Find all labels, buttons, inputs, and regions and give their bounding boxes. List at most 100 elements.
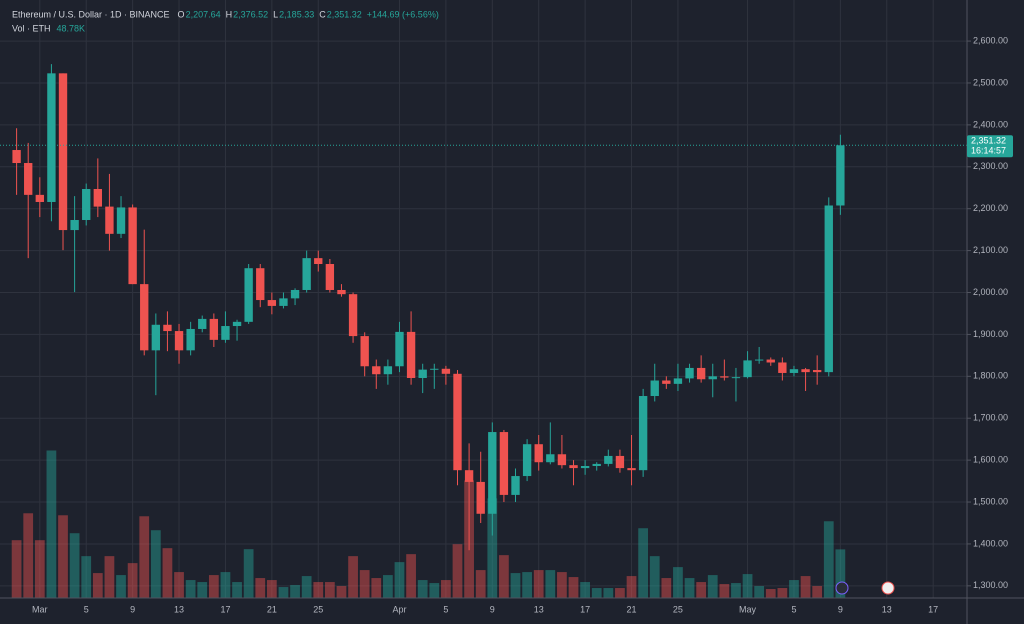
candle-body xyxy=(824,205,833,373)
volume-bar xyxy=(290,585,300,598)
volume-bar xyxy=(835,549,846,598)
volume-bar xyxy=(69,533,80,598)
volume-bar xyxy=(696,582,707,598)
candle-body xyxy=(731,377,741,379)
candle-body xyxy=(789,369,799,373)
volume-bar xyxy=(719,584,730,598)
candle-body xyxy=(627,468,636,471)
candle-body xyxy=(812,370,822,373)
volume-bar xyxy=(533,570,544,598)
volume-bar xyxy=(800,576,811,598)
volume-bar xyxy=(255,578,266,598)
y-tick-label: 2,300.00 xyxy=(973,161,1008,171)
candle-body xyxy=(720,376,729,378)
volume-bar xyxy=(522,572,532,598)
candle-body xyxy=(441,368,451,374)
candle-body xyxy=(488,432,497,514)
candle-body xyxy=(708,376,717,380)
candle-body xyxy=(430,368,439,370)
volume-bar xyxy=(638,528,649,598)
y-tick-label: 1,800.00 xyxy=(973,371,1008,381)
candle-body xyxy=(546,454,555,463)
x-tick-label: 21 xyxy=(267,604,277,614)
candle-body xyxy=(348,294,358,337)
volume-bar xyxy=(499,555,509,598)
volume-bar xyxy=(615,588,625,598)
candle-body xyxy=(534,444,543,463)
volume-bar xyxy=(11,540,22,598)
legend-value: 2,207.64 xyxy=(186,9,221,19)
volume-bar xyxy=(127,563,138,598)
candle-body xyxy=(604,455,613,464)
volume-bar xyxy=(313,582,324,598)
event-icon[interactable] xyxy=(881,581,895,595)
volume-bar xyxy=(812,586,823,598)
event-icon[interactable] xyxy=(835,581,849,595)
volume-bar xyxy=(649,556,660,598)
volume-bar xyxy=(777,588,788,598)
candle-body xyxy=(615,455,625,469)
x-tick-label: May xyxy=(739,604,757,614)
volume-bar xyxy=(81,556,92,598)
volume-bar xyxy=(371,578,382,598)
volume-bar xyxy=(557,572,567,598)
candle-body xyxy=(662,380,671,384)
volume-bar xyxy=(429,583,440,598)
volume-bar xyxy=(684,578,695,598)
x-tick-label: 5 xyxy=(791,604,796,614)
volume-bar xyxy=(348,556,358,598)
candle-body xyxy=(174,331,184,351)
volume-bar xyxy=(591,588,602,598)
candle-body xyxy=(383,366,393,375)
countdown-label: 16:14:57 xyxy=(971,146,1006,156)
candle-body xyxy=(453,373,462,471)
volume-bar xyxy=(301,576,312,598)
volume-bar xyxy=(754,586,765,598)
candle-body xyxy=(290,289,300,299)
candle-body xyxy=(372,366,381,375)
volume-bar xyxy=(383,575,393,598)
volume-bar xyxy=(603,588,614,598)
x-tick-label: 9 xyxy=(838,604,843,614)
candle-body xyxy=(105,206,114,234)
legend-key: O xyxy=(178,9,185,19)
legend-value: 2,376.52 xyxy=(233,9,268,19)
volume-bar xyxy=(324,582,335,598)
volume-bar xyxy=(139,516,150,598)
volume-title: Vol · ETH xyxy=(12,23,51,33)
volume-bar xyxy=(568,577,579,598)
volume-bar xyxy=(208,575,219,598)
volume-bar xyxy=(823,521,834,598)
candle-body xyxy=(778,362,787,373)
volume-bar xyxy=(510,573,521,598)
candle-body xyxy=(499,432,509,495)
legend-value: 2,185.33 xyxy=(279,9,314,19)
x-tick-label: 25 xyxy=(673,604,683,614)
volume-bar xyxy=(243,549,254,598)
y-tick-label: 1,300.00 xyxy=(973,580,1008,590)
y-tick-label: 1,500.00 xyxy=(973,496,1008,506)
volume-bar xyxy=(359,570,370,598)
candle-body xyxy=(163,324,172,332)
volume-bar xyxy=(475,570,486,598)
y-tick-label: 1,900.00 xyxy=(973,329,1008,339)
volume-bar xyxy=(34,540,45,598)
candle-body xyxy=(360,336,369,367)
volume-bar xyxy=(673,567,683,598)
candle-body xyxy=(406,331,416,378)
volume-bar xyxy=(789,580,799,598)
volume-bar xyxy=(406,554,416,598)
candle-body xyxy=(522,444,532,477)
candle-body xyxy=(743,360,752,378)
volume-bar xyxy=(92,573,103,598)
volume-bar xyxy=(742,574,753,598)
y-tick-label: 2,000.00 xyxy=(973,287,1008,297)
candle-body xyxy=(302,258,311,290)
candle-body xyxy=(93,188,102,207)
x-tick-label: Mar xyxy=(32,604,48,614)
volume-bar xyxy=(731,583,741,598)
y-tick-label: 2,600.00 xyxy=(973,35,1008,45)
last-price-label: 2,351.32 xyxy=(971,136,1006,146)
candle-body xyxy=(801,369,810,373)
